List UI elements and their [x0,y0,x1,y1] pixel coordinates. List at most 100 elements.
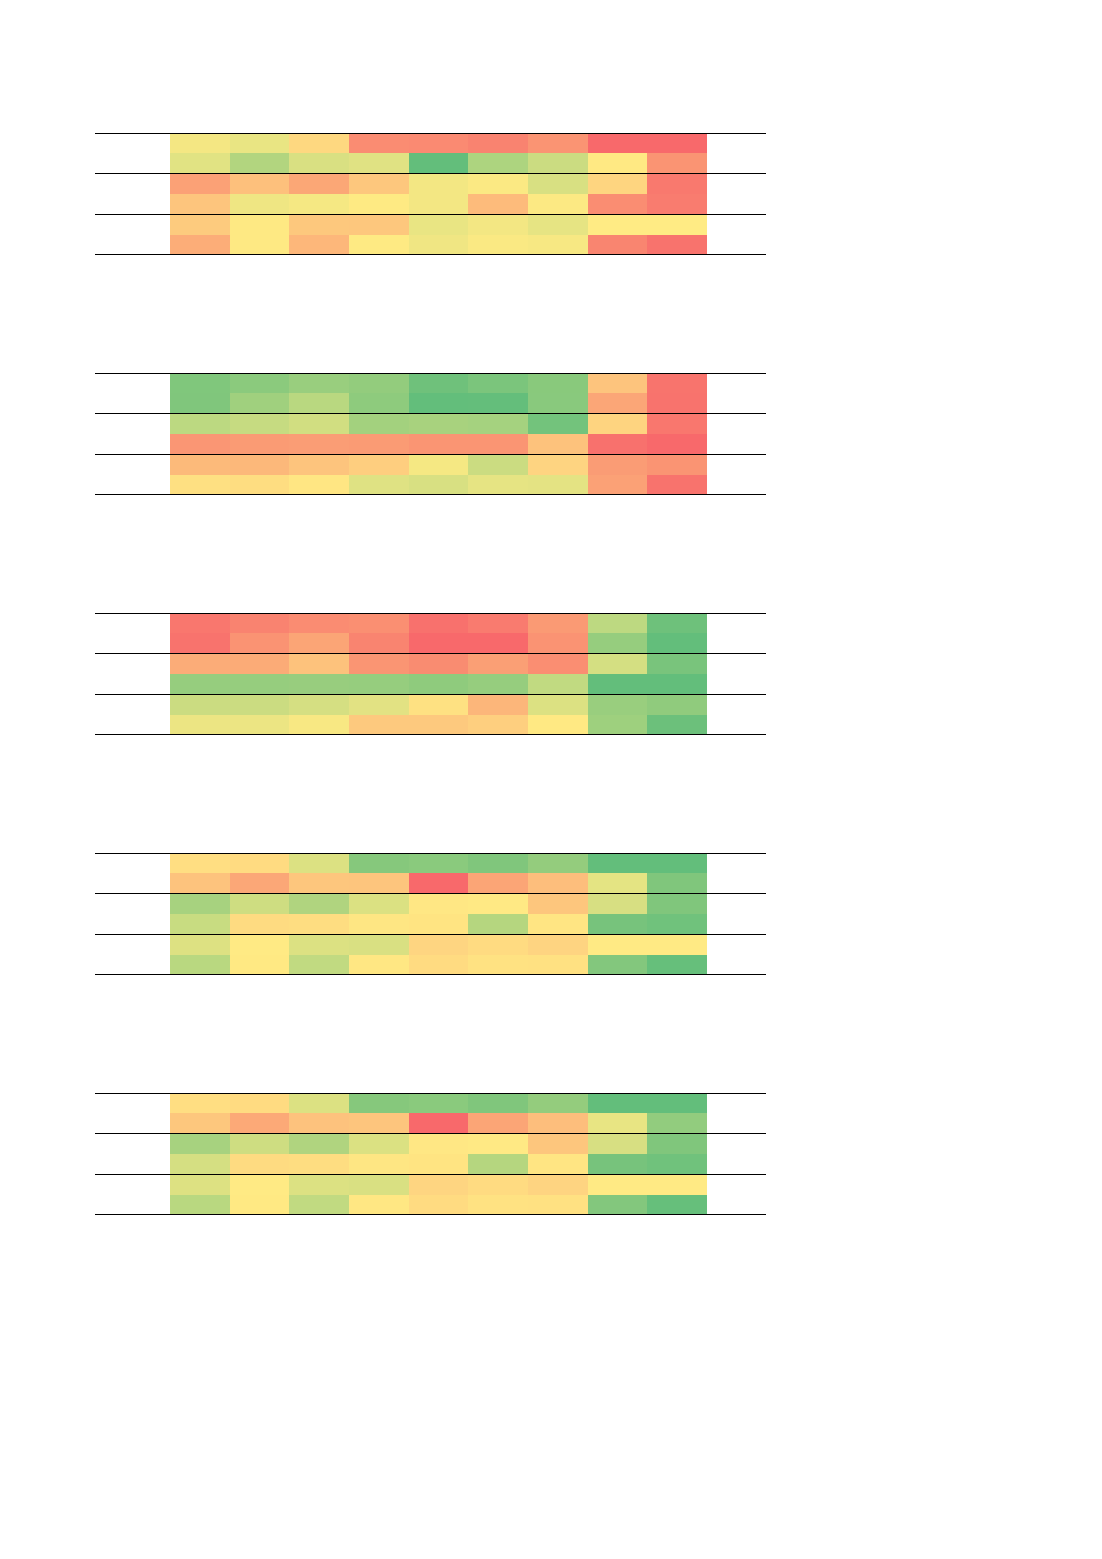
heatmap-cell-r1-c6 [468,133,528,154]
heatmap-cell-r5-c5 [408,214,469,235]
heatmap-cell-r1-c4 [349,613,409,634]
heatmap-cell-r1-c1 [170,1093,230,1114]
heatmap-cell-r3-c9 [647,413,707,434]
heatmap-cell-r1-c7 [528,613,588,634]
heatmap-cell-r3-c1 [170,413,230,434]
heatmap-cell-r3-c5 [408,1133,469,1154]
heatmap-cell-r2-c3 [289,633,349,654]
heatmap-cell-r5-c4 [349,694,409,715]
heatmap-cell-r4-c3 [289,194,349,215]
heatmap-cell-r1-c5 [408,133,469,154]
heatmap-cell-r2-c1 [170,393,230,414]
heatmap-cell-r1-c5 [408,613,469,634]
heatmap-panel-4 [95,853,766,976]
heatmap-cell-r5-c6 [468,694,528,715]
heatmap-cell-r6-c5 [408,1194,469,1215]
heatmap-cell-r3-c6 [468,173,528,194]
table-top-rule [95,133,766,135]
table-top-rule [95,1093,766,1095]
heatmap-cell-r4-c8 [587,1154,648,1175]
heatmap-cell-r2-c7 [528,1113,588,1134]
heatmap-cell-r3-c2 [229,653,290,674]
heatmap-cell-r3-c7 [528,413,588,434]
heatmap-cell-r1-c8 [587,133,648,154]
heatmap-cell-r3-c9 [647,1133,707,1154]
heatmap-cell-r3-c1 [170,173,230,194]
heatmap-cell-r5-c3 [289,934,349,955]
heatmap-cell-r5-c7 [528,454,588,475]
heatmap-cell-r6-c5 [408,954,469,975]
heatmap-cell-r3-c4 [349,893,409,914]
table-group-divider [95,214,766,216]
heatmap-cell-r4-c2 [229,914,290,935]
heatmap-cell-r5-c1 [170,694,230,715]
heatmap-cell-r6-c8 [587,714,648,735]
heatmap-cell-r2-c2 [229,873,290,894]
heatmap-cell-r5-c3 [289,454,349,475]
heatmap-cell-r6-c2 [229,1194,290,1215]
heatmap-cell-r5-c3 [289,214,349,235]
heatmap-cell-r6-c6 [468,1194,528,1215]
heatmap-cell-r6-c5 [408,234,469,255]
heatmap-cell-r2-c6 [468,153,528,174]
heatmap-cell-r2-c8 [587,633,648,654]
heatmap-cell-r4-c1 [170,914,230,935]
heatmap-cell-r2-c9 [647,1113,707,1134]
heatmap-cell-r4-c9 [647,1154,707,1175]
heatmap-cell-r3-c2 [229,413,290,434]
heatmap-cell-r5-c5 [408,454,469,475]
heatmap-cell-r3-c8 [587,893,648,914]
table-group-divider [95,934,766,936]
heatmap-cell-r6-c2 [229,474,290,495]
heatmap-cell-r2-c8 [587,393,648,414]
heatmap-cell-r6-c9 [647,234,707,255]
table-bottom-rule [95,1214,766,1216]
heatmap-cell-r6-c6 [468,234,528,255]
heatmap-cell-r4-c5 [408,674,469,695]
heatmap-cell-r2-c5 [408,873,469,894]
heatmap-cell-r1-c9 [647,613,707,634]
heatmap-cell-r2-c2 [229,393,290,414]
heatmap-cell-r6-c5 [408,714,469,735]
heatmap-cell-r5-c6 [468,214,528,235]
heatmap-cell-r4-c3 [289,914,349,935]
heatmap-cell-r3-c5 [408,653,469,674]
heatmap-cell-r3-c2 [229,173,290,194]
heatmap-cell-r4-c4 [349,1154,409,1175]
heatmap-cell-r5-c2 [229,934,290,955]
heatmap-cell-r5-c7 [528,214,588,235]
heatmap-cell-r1-c3 [289,1093,349,1114]
heatmap-cell-r1-c2 [229,373,290,394]
heatmap-cell-r1-c8 [587,853,648,874]
heatmap-cell-r4-c5 [408,194,469,215]
heatmap-cell-r4-c5 [408,434,469,455]
table-top-rule [95,853,766,855]
heatmap-cell-r4-c2 [229,674,290,695]
heatmap-grid [170,613,707,735]
heatmap-cell-r2-c5 [408,393,469,414]
heatmap-cell-r2-c8 [587,1113,648,1134]
heatmap-cell-r5-c1 [170,934,230,955]
table-group-divider [95,1133,766,1135]
heatmap-cell-r5-c8 [587,934,648,955]
heatmap-cell-r2-c9 [647,633,707,654]
table-group-divider [95,653,766,655]
heatmap-cell-r3-c3 [289,173,349,194]
heatmap-cell-r4-c4 [349,674,409,695]
heatmap-cell-r2-c7 [528,633,588,654]
heatmap-cell-r5-c9 [647,454,707,475]
table-group-divider [95,694,766,696]
heatmap-cell-r3-c1 [170,1133,230,1154]
heatmap-cell-r4-c6 [468,674,528,695]
heatmap-cell-r1-c2 [229,853,290,874]
heatmap-cell-r4-c3 [289,434,349,455]
heatmap-cell-r6-c6 [468,474,528,495]
heatmap-cell-r1-c1 [170,853,230,874]
table-group-divider [95,1174,766,1176]
table-top-rule [95,613,766,615]
heatmap-cell-r1-c8 [587,1093,648,1114]
heatmap-cell-r5-c4 [349,1174,409,1195]
heatmap-cell-r1-c5 [408,1093,469,1114]
heatmap-cell-r3-c3 [289,413,349,434]
heatmap-cell-r5-c2 [229,1174,290,1195]
